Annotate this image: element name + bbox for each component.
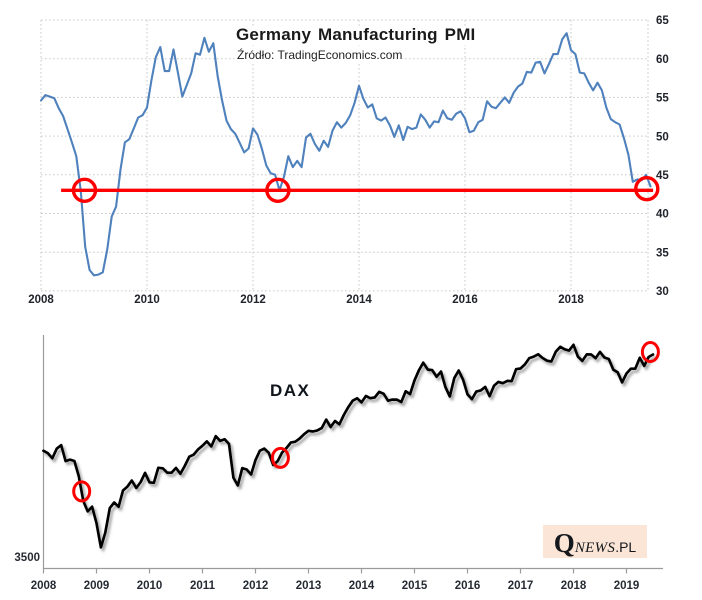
dax-series-line <box>42 343 655 549</box>
pmi-highlight-circle <box>265 177 291 204</box>
pmi-x-axis-tick-label: 2010 <box>134 294 160 306</box>
pmi-x-axis-tick-label: 2012 <box>240 294 266 306</box>
pmi-x-axis-tick-label: 2014 <box>346 294 372 306</box>
qnews-logo-news: NEWS <box>574 540 616 556</box>
dax-x-axis-tick-label: 2012 <box>243 580 269 592</box>
pmi-x-axis-tick-label: 2016 <box>452 294 478 306</box>
pmi-x-axis-tick-label: 2008 <box>28 294 54 306</box>
dax-x-axis-tick-label: 2013 <box>296 580 322 592</box>
pmi-y-axis-tick-label: 40 <box>656 209 669 221</box>
dax-x-axis-tick-label: 2016 <box>455 580 481 592</box>
pmi-y-axis-tick-label: 60 <box>656 54 669 66</box>
dax-x-axis-tick-label: 2017 <box>508 580 534 592</box>
dax-highlight-circle <box>72 480 92 503</box>
qnews-logo-q: Q <box>553 528 575 558</box>
pmi-y-axis-tick-label: 35 <box>656 247 669 259</box>
pmi-highlight-circle <box>71 177 98 204</box>
qnews-logo-suffix: .PL <box>615 539 637 555</box>
pmi-highlight-circle <box>634 175 660 202</box>
dax-x-axis-tick-label: 2011 <box>190 580 216 592</box>
dax-x-axis-tick-label: 2008 <box>31 580 57 592</box>
pmi-y-axis-tick-label: 30 <box>656 286 669 298</box>
dax-series-label: DAX <box>270 381 311 400</box>
dax-x-axis-tick-label: 2015 <box>402 580 428 592</box>
pmi-y-axis-tick-label: 45 <box>656 170 669 182</box>
dax-x-axis-tick-label: 2018 <box>561 580 587 592</box>
pmi-y-axis-tick-label: 50 <box>656 131 669 143</box>
dax-x-axis-tick-label: 2019 <box>614 580 640 592</box>
dax-x-axis-tick-label: 2009 <box>84 580 110 592</box>
pmi-series-line <box>39 32 652 277</box>
pmi-y-axis-tick-label: 65 <box>656 15 669 27</box>
dax-y-axis-tick-label: 3500 <box>14 552 40 564</box>
dax-highlight-circle <box>270 446 290 469</box>
pmi-chart-title: Germany Manufacturing PMI <box>236 25 476 45</box>
pmi-y-axis-tick-label: 55 <box>656 93 669 105</box>
dax-x-axis-tick-label: 2010 <box>137 580 163 592</box>
dax-chart-layer: 2008 2009 2010 2011 2012 2013 2014 2015 2016 2017… <box>14 335 663 592</box>
pmi-x-axis-tick-label: 2018 <box>558 294 584 306</box>
dax-highlight-circle <box>640 341 660 363</box>
dax-x-axis-tick-label: 2014 <box>349 580 375 592</box>
pmi-chart-source: Źródło: TradingEconomics.com <box>237 48 403 63</box>
qnews-logo: Q NEWS .PL <box>543 525 647 558</box>
pmi-chart-layer: 65 60 55 50 45 40 35 30 2008 2010 2012 2014 2016 2018 <box>28 15 669 306</box>
